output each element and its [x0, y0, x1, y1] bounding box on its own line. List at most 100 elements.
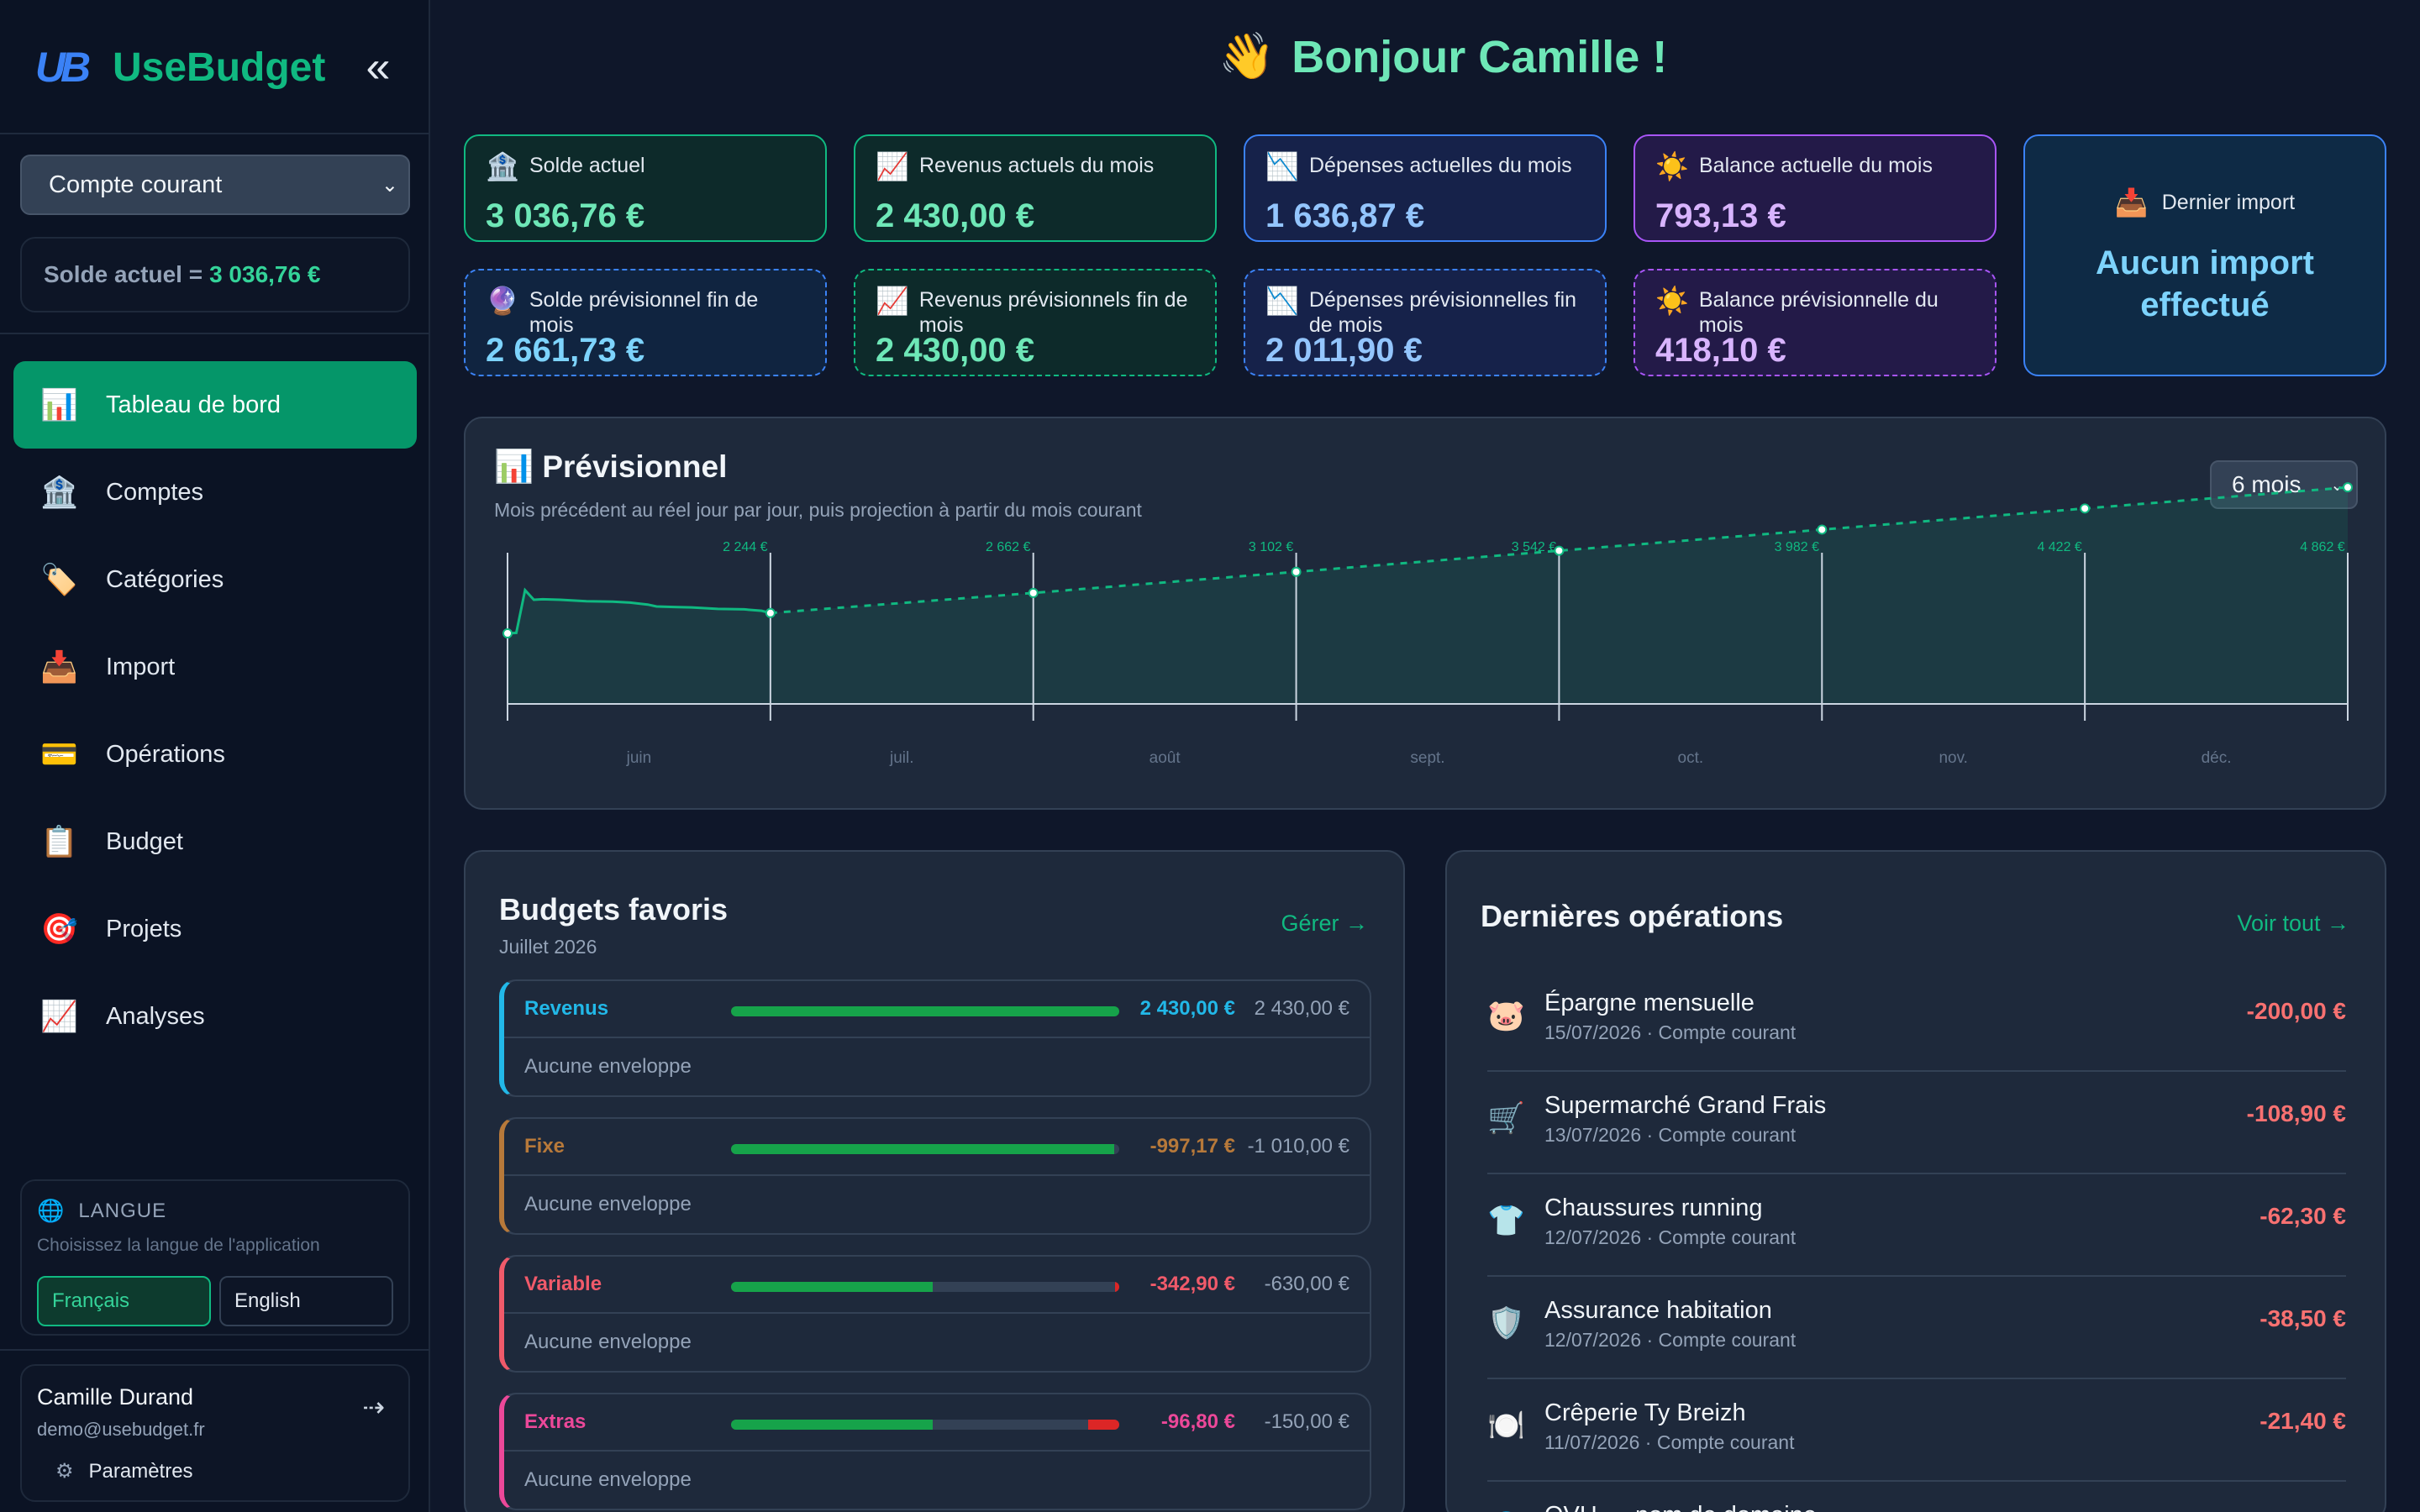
operation-meta: 13/07/2026 · Compte courant [1544, 1124, 1797, 1146]
budget-row-head: Fixe -997,17 € -1 010,00 € [504, 1119, 1370, 1176]
operation-row[interactable]: 🐷 Épargne mensuelle 15/07/2026 · Compte co… [1487, 969, 2346, 1072]
target-icon: 🎯 [40, 911, 78, 946]
data-point [2080, 503, 2091, 514]
budget-overflow-fill [1088, 1420, 1119, 1430]
nav-item-label: Comptes [106, 478, 204, 506]
budget-row-head: Variable -342,90 € -630,00 € [504, 1257, 1370, 1314]
chart-down-icon: 📉 [1265, 286, 1299, 316]
data-point [1028, 587, 1039, 598]
operation-name: OVH — nom de domaine [1544, 1502, 1817, 1512]
usebudget-logo: UB [34, 44, 91, 91]
brand-name: UseBudget [113, 45, 326, 90]
chart-icon: 📊 [494, 449, 534, 485]
chevron-down-icon: ⌄ [381, 173, 398, 197]
divider [0, 1349, 430, 1351]
see-all-operations-link[interactable]: Voir tout → [2237, 911, 2349, 936]
projection-value-label: 2 662 € [986, 540, 1030, 554]
card-solde-previsionnel: 🔮 Solde prévisionnel fin de mois 2 661,73… [464, 269, 827, 376]
settings-link[interactable]: ⚙ Paramètres [37, 1459, 393, 1483]
budget-row-head: Extras -96,80 € -150,00 € [504, 1394, 1370, 1452]
budget-spent: -96,80 € [1160, 1410, 1235, 1433]
budget-row[interactable]: Variable -342,90 € -630,00 € Aucune envelop… [499, 1255, 1371, 1373]
projection-value-label: 3 102 € [1249, 540, 1293, 554]
sidebar: UB UseBudget « Compte courant ⌄ Solde ac… [0, 0, 430, 1512]
operation-row[interactable]: 🌐 OVH — nom de domaine [1487, 1482, 2346, 1512]
actual-series-line [507, 587, 771, 635]
manage-budgets-link[interactable]: Gérer → [1281, 911, 1368, 936]
data-point [1554, 545, 1565, 556]
sun-icon: ☀️ [1655, 286, 1689, 316]
budgets-month: Juillet 2026 [499, 936, 597, 958]
budget-row[interactable]: Revenus 2 430,00 € 2 430,00 € Aucune envelo… [499, 979, 1371, 1097]
nav-item-operations[interactable]: 💳 Opérations [13, 711, 417, 798]
nav-item-label: Catégories [106, 565, 224, 593]
last-import-value: Aucun import effectué [2096, 244, 2314, 323]
language-buttons: Français English [37, 1276, 393, 1326]
card-label: Revenus actuels du mois [919, 154, 1155, 177]
operation-meta: 12/07/2026 · Compte courant [1544, 1226, 1797, 1248]
logout-icon[interactable]: ⇢ [362, 1392, 385, 1422]
operation-row[interactable]: 🛡️ Assurance habitation 12/07/2026 · Compt… [1487, 1277, 2346, 1379]
language-button-francais[interactable]: Français [37, 1276, 211, 1326]
operation-amount: -62,30 € [2260, 1203, 2346, 1229]
last-import-label: Dernier import [2161, 190, 2296, 214]
budget-row[interactable]: Extras -96,80 € -150,00 € Aucune enveloppe [499, 1393, 1371, 1510]
budget-row[interactable]: Fixe -997,17 € -1 010,00 € Aucune enveloppe [499, 1117, 1371, 1235]
divider [0, 333, 430, 334]
nav-item-tableau-de-bord[interactable]: 📊 Tableau de bord [13, 361, 417, 449]
card-revenus-actuels: 📈 Revenus actuels du mois 2 430,00 € [854, 134, 1217, 242]
nav-item-budget[interactable]: 📋 Budget [13, 798, 417, 885]
gear-icon: ⚙ [55, 1460, 74, 1483]
budget-progress-fill [731, 1006, 1119, 1016]
month-tick-label: août [1150, 749, 1181, 767]
current-balance-box: Solde actuel = 3 036,76 € [20, 237, 410, 312]
card-value: 2 011,90 € [1265, 332, 1423, 369]
budget-planned: -1 010,00 € [1247, 1135, 1349, 1158]
operation-row[interactable]: 👕 Chaussures running 12/07/2026 · Compte c… [1487, 1174, 2346, 1277]
card-label: Solde prévisionnel fin de mois [529, 288, 759, 337]
card-solde-actuel: 🏦 Solde actuel 3 036,76 € [464, 134, 827, 242]
operation-row[interactable]: 🍽️ Crêperie Ty Breizh 11/07/2026 · Compte … [1487, 1379, 2346, 1482]
projection-value-label: 4 862 € [2300, 540, 2344, 554]
nav-item-comptes[interactable]: 🏦 Comptes [13, 449, 417, 536]
operation-amount: -21,40 € [2260, 1408, 2346, 1434]
collapse-sidebar-icon[interactable]: « [366, 43, 391, 92]
chevron-down-icon: ⌄ [2330, 475, 2344, 495]
language-button-english[interactable]: English [219, 1276, 393, 1326]
budget-row-head: Revenus 2 430,00 € 2 430,00 € [504, 981, 1370, 1038]
budget-envelope: Aucune enveloppe [524, 1055, 692, 1078]
operation-row[interactable]: 🛒 Supermarché Grand Frais 13/07/2026 · Com… [1487, 1072, 2346, 1174]
operation-amount: -38,50 € [2260, 1305, 2346, 1331]
forecast-chart: 2 244 € 2 662 € 3 102 € 3 542 € 3 982 € 4 422… [502, 482, 2353, 767]
card-value: 3 036,76 € [486, 197, 645, 234]
nav-item-projets[interactable]: 🎯 Projets [13, 885, 417, 973]
card-depenses-actuelles: 📉 Dépenses actuelles du mois 1 636,87 € [1244, 134, 1607, 242]
budget-planned: -630,00 € [1264, 1273, 1349, 1295]
brand[interactable]: UB UseBudget [27, 40, 325, 94]
account-select[interactable]: Compte courant ⌄ [20, 155, 410, 215]
projection-value-label: 3 982 € [1775, 540, 1819, 554]
language-title: 🌐 LANGUE [37, 1198, 393, 1224]
period-select[interactable]: 6 mois ⌄ [2210, 460, 2358, 509]
operation-name: Épargne mensuelle [1544, 990, 1754, 1016]
budget-progress-bar [731, 1282, 1119, 1292]
sun-icon: ☀️ [1655, 151, 1689, 181]
nav-item-label: Import [106, 653, 176, 680]
nav-item-analyses[interactable]: 📈 Analyses [13, 973, 417, 1060]
card-label: Dépenses prévisionnelles fin de mois [1308, 288, 1577, 337]
inbox-icon: 📥 [40, 649, 78, 684]
forecast-title-text: Prévisionnel [542, 449, 728, 484]
nav-item-categories[interactable]: 🏷️ Catégories [13, 536, 417, 623]
month-tick-label: déc. [2202, 749, 2232, 767]
operations-title: Dernières opérations [1481, 899, 1784, 933]
favorite-budgets-panel: Budgets favoris Juillet 2026 Gérer → Rev… [464, 850, 1405, 1512]
card-value: 2 430,00 € [876, 332, 1035, 369]
operation-meta: 11/07/2026 · Compte courant [1544, 1431, 1795, 1453]
trend-chart-icon: 📈 [40, 999, 78, 1033]
chart-icon: 📊 [40, 387, 78, 422]
nav-item-import[interactable]: 📥 Import [13, 623, 417, 711]
data-point [765, 607, 776, 618]
operation-icon: 🛒 [1487, 1100, 1525, 1135]
card-label: Balance prévisionnelle du mois [1698, 288, 1939, 337]
card-balance-previsionnelle: ☀️ Balance prévisionnelle du mois 418,10 … [1634, 269, 1996, 376]
